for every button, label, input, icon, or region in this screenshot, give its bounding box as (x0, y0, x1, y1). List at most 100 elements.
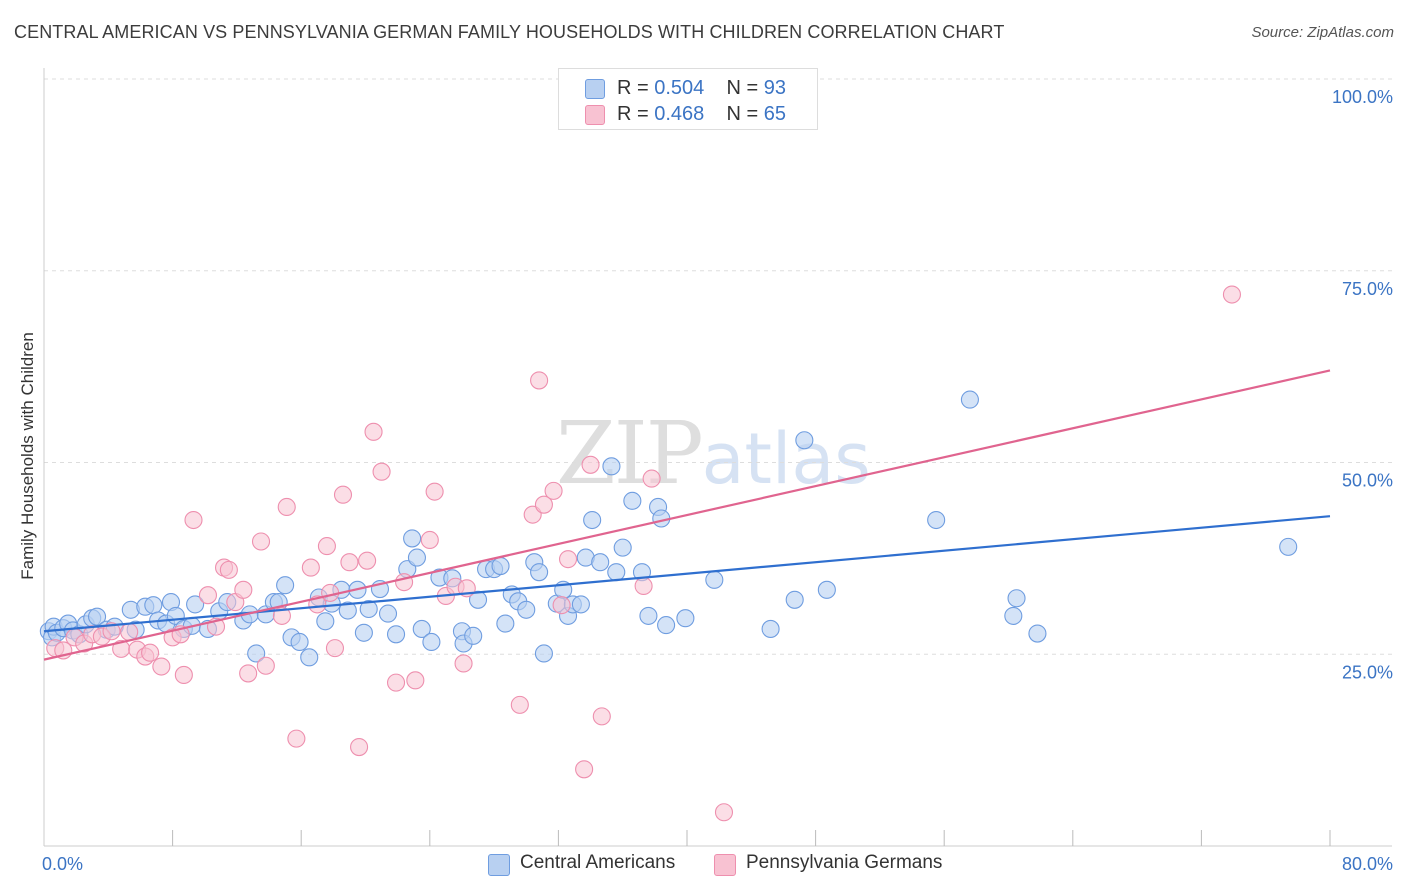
central-american-point (247, 644, 266, 663)
central-american-point (1028, 624, 1047, 643)
central-american-point (639, 606, 658, 625)
pennsylvania-german-point (301, 558, 320, 577)
pennsylvania-german-point (714, 803, 734, 822)
central-american-point (144, 596, 163, 615)
pennsylvania-german-point (333, 485, 353, 504)
pennsylvania-german-point (1222, 285, 1241, 304)
y-tick-label: 75.0% (1342, 279, 1393, 299)
central-american-point (422, 632, 441, 652)
central-american-point (534, 644, 553, 663)
pennsylvania-german-point (558, 550, 578, 569)
central-american-point (761, 619, 780, 638)
central-american-point (378, 604, 398, 623)
y-axis-label: Family Households with Children (18, 332, 37, 580)
legend-r-value: 0.504 (654, 77, 705, 99)
central-american-point (1004, 606, 1023, 625)
central-american-point (517, 600, 536, 619)
pennsylvania-german-point (317, 537, 336, 556)
central-american-point (795, 431, 814, 450)
chart-title: CENTRAL AMERICAN VS PENNSYLVANIA GERMAN … (14, 22, 1005, 42)
central-american-point (623, 491, 642, 510)
central-american-point (354, 623, 373, 642)
pennsylvania-german-point (277, 497, 296, 517)
central-american-point (1007, 589, 1026, 608)
central-american-point (300, 648, 319, 667)
pennsylvania-german-point (219, 560, 238, 579)
central-american-point (676, 609, 695, 628)
central-american-point (403, 529, 422, 548)
pennsylvania-german-point (386, 673, 406, 692)
pennsylvania-german-point (256, 656, 275, 675)
central-american-point (338, 601, 357, 620)
y-tick-label: 25.0% (1342, 662, 1393, 682)
pennsylvania-german-point (372, 462, 391, 481)
correlation-legend: R = 0.504 N = 93 R = 0.468 N = 65 (558, 68, 818, 130)
central-american-point (412, 619, 431, 638)
source-label: Source: ZipAtlas.com (1251, 24, 1394, 41)
pennsylvania-german-point (152, 657, 171, 676)
watermark: ZIPatlas (556, 404, 871, 504)
bottom-legend-swatch-blue (488, 854, 510, 876)
bottom-legend-label: Central Americans (520, 852, 676, 873)
pennsylvania-german-point (406, 671, 425, 690)
legend-swatch-blue (585, 79, 605, 99)
central-american-point (927, 510, 946, 530)
central-american-point (464, 626, 483, 645)
pennsylvania-german-point (510, 695, 529, 714)
central-american-point (657, 616, 676, 635)
central-american-point (591, 553, 610, 572)
watermark-atlas: atlas (701, 418, 871, 500)
pennsylvania-german-point (272, 606, 291, 625)
legend-r-label: R = (617, 77, 649, 99)
pennsylvania-german-point (581, 455, 600, 474)
pennsylvania-german-point (420, 530, 439, 550)
central-american-point (583, 510, 602, 530)
central-american-point (386, 625, 406, 644)
legend-swatch-pink (585, 105, 605, 125)
pennsylvania-german-point (534, 495, 553, 514)
pennsylvania-german-point (358, 551, 377, 570)
bottom-legend-label: Pennsylvania Germans (746, 852, 943, 873)
pennsylvania-german-point (120, 622, 139, 642)
central-american-point (276, 576, 295, 595)
bottom-legend-swatch-pink (714, 854, 736, 876)
central-american-point (607, 563, 626, 582)
pennsylvania-german-point (325, 639, 345, 658)
watermark-zip: ZIP (556, 404, 704, 504)
pennsylvania-german-point (552, 596, 571, 615)
central-american-point (290, 632, 309, 652)
pennsylvania-german-point (575, 760, 594, 779)
central-american-point (359, 599, 378, 619)
central-american-point (87, 607, 107, 626)
pennsylvania-german-trendline (43, 369, 1331, 661)
central-american-point (407, 548, 426, 567)
y-tick-label: 50.0% (1342, 471, 1393, 491)
pennsylvania-german-point (350, 738, 369, 757)
central-american-point (602, 457, 621, 476)
central-american-point (571, 595, 590, 614)
pennsylvania-german-point (364, 422, 383, 441)
y-tick-label: 100.0% (1332, 87, 1393, 107)
legend-r-value: 0.468 (654, 103, 705, 125)
pennsylvania-german-point (184, 510, 203, 530)
pennsylvania-german-point (102, 622, 121, 641)
legend-r-label: R = (617, 103, 649, 125)
central-american-point (960, 390, 979, 409)
pennsylvania-german-point (251, 532, 271, 551)
central-american-point (491, 556, 510, 576)
central-american-point (613, 538, 632, 557)
x-tick-label: 0.0% (42, 854, 83, 874)
central-american-point (1279, 537, 1298, 556)
central-american-point (186, 595, 205, 614)
pennsylvania-german-point (425, 482, 444, 501)
pennsylvania-german-point (634, 576, 653, 596)
central-american-point (316, 612, 335, 631)
pennsylvania-german-point (530, 371, 549, 390)
pennsylvania-german-point (234, 580, 253, 599)
central-american-point (468, 590, 488, 609)
pennsylvania-german-point (544, 481, 563, 500)
x-tick-label: 80.0% (1342, 854, 1393, 874)
pennsylvania-german-point (642, 469, 661, 488)
legend-n-value: 93 (763, 77, 787, 99)
